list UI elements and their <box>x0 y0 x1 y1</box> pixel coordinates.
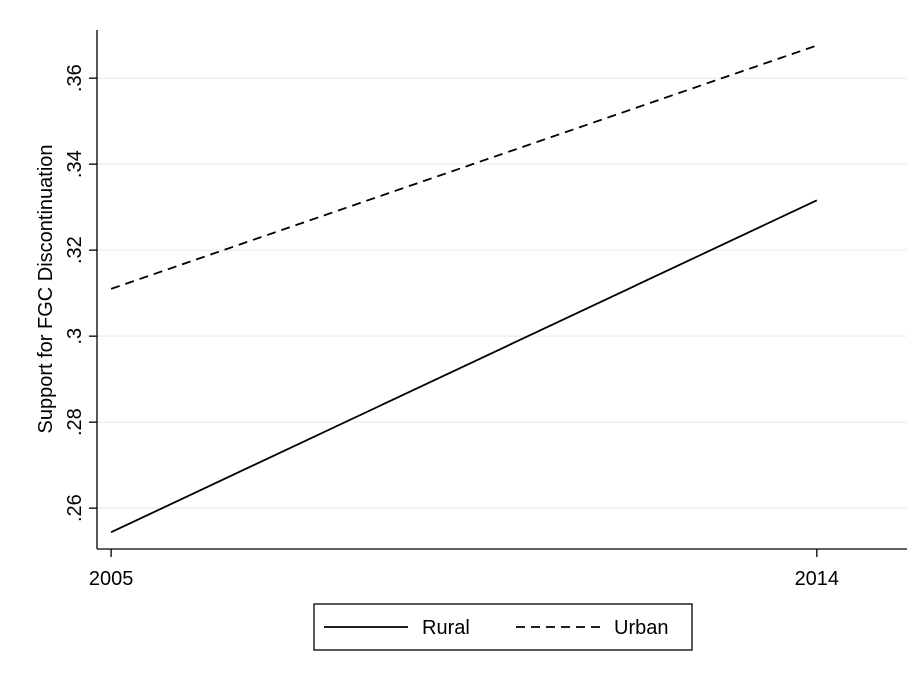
x-ticks: 2005 2014 <box>89 549 839 590</box>
series-line-urban <box>110 44 818 290</box>
x-tick-label: 2014 <box>795 568 840 590</box>
legend-label-urban: Urban <box>614 617 668 639</box>
series-line-rural <box>110 199 818 534</box>
y-tick-label: .36 <box>64 64 86 92</box>
y-ticks: .26 .28 .3 .32 .34 .36 <box>64 64 97 522</box>
y-tick-label: .28 <box>64 408 86 436</box>
y-tick-label: .34 <box>64 150 86 178</box>
y-axis-title: Support for FGC Discontinuation <box>35 144 57 433</box>
x-tick-label: 2005 <box>89 568 134 590</box>
y-tick-label: .26 <box>64 494 86 522</box>
legend-label-rural: Rural <box>422 617 470 639</box>
legend: Rural Urban <box>313 603 693 651</box>
y-tick-label: .32 <box>64 236 86 264</box>
axes <box>96 30 907 550</box>
series-lines <box>110 44 818 534</box>
gridlines <box>97 77 907 509</box>
y-tick-label: .3 <box>64 328 86 345</box>
